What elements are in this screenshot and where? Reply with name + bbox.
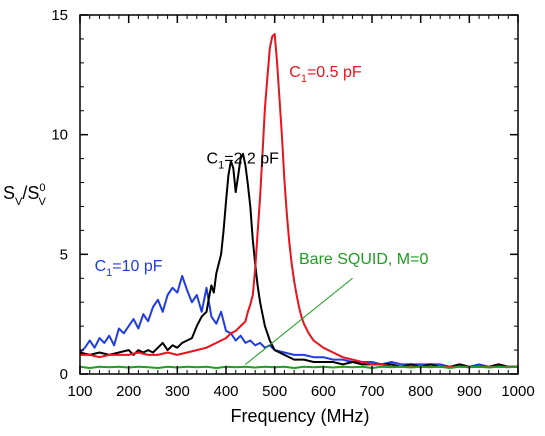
x-tick-label: 200 [116, 383, 141, 400]
y-tick-label: 0 [60, 366, 68, 383]
x-tick-label: 100 [67, 383, 92, 400]
x-tick-label: 1000 [501, 383, 534, 400]
series-label-0: C1=0.5 pF [289, 64, 362, 85]
series-label-2: C1=10 pF [95, 258, 163, 279]
pointer-line [245, 277, 353, 365]
x-axis-label: Frequency (MHz) [230, 406, 369, 426]
series-label-3: Bare SQUID, M=0 [299, 251, 428, 268]
series-line-1 [79, 152, 518, 368]
annotation-layer: C1=0.5 pF C1=2.2 pF C1=10 pF Bare SQUID, M=… [95, 64, 428, 365]
x-tick-label: 700 [359, 383, 384, 400]
y-axis-label: SV/S0 V [3, 182, 47, 208]
y-tick-label: 15 [51, 7, 68, 24]
series-layer [79, 33, 519, 369]
x-tick-label: 500 [262, 383, 287, 400]
axes-layer: 100 200 300 400 500 600 700 800 900 1000 0 5 10 15 [51, 7, 534, 400]
x-tick-label: 800 [408, 383, 433, 400]
x-tick-label: 400 [213, 383, 238, 400]
plot-frame [79, 14, 519, 375]
x-tick-label: 600 [311, 383, 336, 400]
y-tick-label: 10 [51, 127, 68, 144]
x-tick-label: 300 [165, 383, 190, 400]
x-tick-label: 900 [457, 383, 482, 400]
series-line-3 [79, 365, 519, 369]
y-tick-label: 5 [60, 246, 68, 263]
series-label-1: C1=2.2 pF [207, 150, 280, 171]
